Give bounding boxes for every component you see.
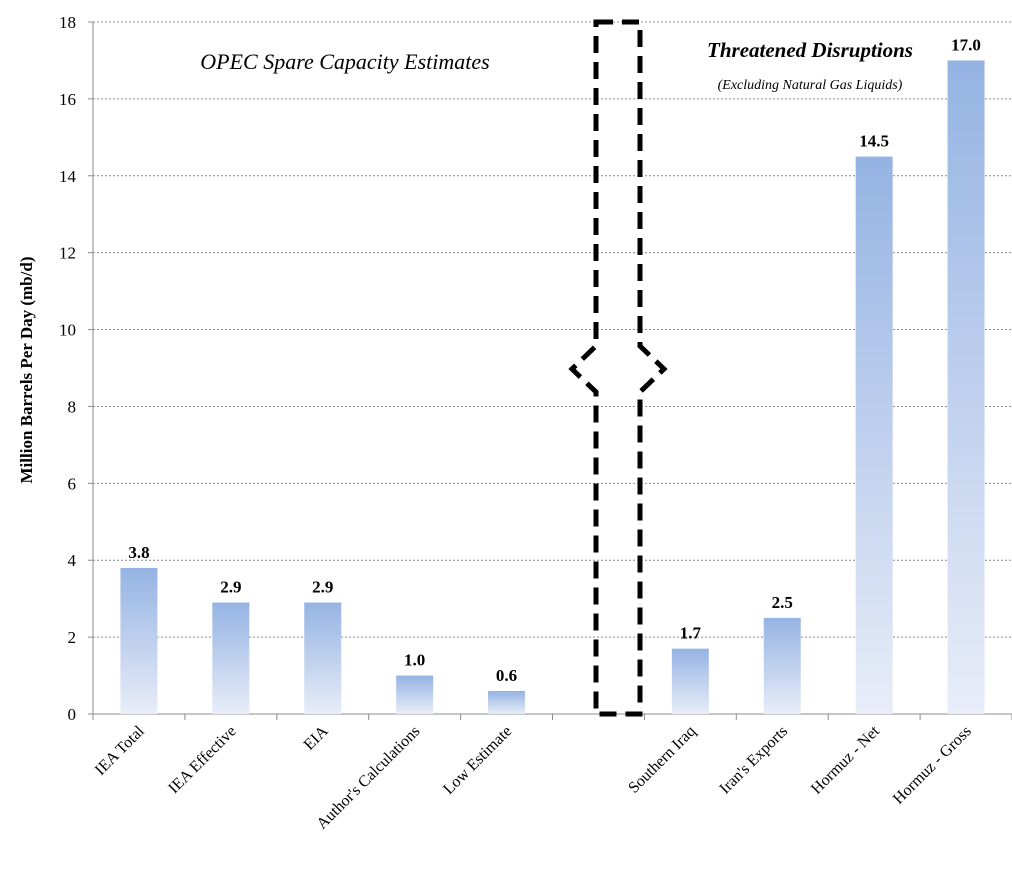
bar: [120, 567, 158, 714]
x-category-label: Iran's Exports: [716, 723, 791, 798]
data-label: 3.8: [128, 543, 149, 562]
data-labels: 3.8 2.9 2.9 1.0 0.6 1.7 2.5 14.5 17.0: [128, 35, 981, 684]
x-category-label: Author's Calculations: [314, 723, 424, 833]
y-tick-label: 16: [59, 90, 76, 109]
y-tick-label: 0: [68, 705, 77, 724]
right-group-subtitle: (Excluding Natural Gas Liquids): [718, 78, 903, 93]
x-category-label: EIA: [301, 722, 332, 753]
y-tick-label: 14: [59, 167, 77, 186]
bars: [120, 60, 985, 715]
data-label: 1.7: [680, 624, 702, 643]
bar: [488, 690, 526, 714]
x-category-label: Southern Iraq: [625, 723, 699, 797]
bar: [304, 602, 342, 714]
bar: [212, 602, 250, 714]
left-group-title: OPEC Spare Capacity Estimates: [200, 49, 489, 74]
right-group-title: Threatened Disruptions: [707, 38, 913, 62]
data-label: 14.5: [859, 132, 889, 151]
y-axis-title: Million Barrels Per Day (mb/d): [17, 257, 36, 484]
y-tick-label: 18: [59, 13, 76, 32]
divider-arrow: [568, 19, 668, 717]
bar: [396, 675, 434, 714]
bar: [671, 648, 709, 714]
x-category-label: Low Estimate: [440, 723, 515, 798]
data-label: 2.5: [772, 593, 793, 612]
y-tick-label: 8: [68, 397, 77, 416]
y-tick-label: 2: [68, 628, 77, 647]
bar: [855, 156, 893, 715]
data-label: 1.0: [404, 651, 425, 670]
y-tick-label: 10: [59, 321, 76, 340]
divider-arrow-shape: [568, 19, 668, 717]
x-category-label: IEA Effective: [165, 723, 239, 797]
data-label: 2.9: [220, 578, 241, 597]
x-category-label: IEA Total: [92, 722, 148, 778]
y-tick-label: 6: [68, 474, 77, 493]
data-label: 17.0: [951, 35, 981, 54]
bar: [763, 617, 801, 714]
y-tick-label: 12: [59, 244, 76, 263]
y-tick-label: 4: [68, 551, 77, 570]
data-label: 0.6: [496, 666, 517, 685]
x-category-label: Hormuz - Gross: [890, 723, 975, 808]
x-category-label: Hormuz - Net: [808, 722, 883, 797]
data-label: 2.9: [312, 578, 333, 597]
bar: [947, 60, 985, 714]
